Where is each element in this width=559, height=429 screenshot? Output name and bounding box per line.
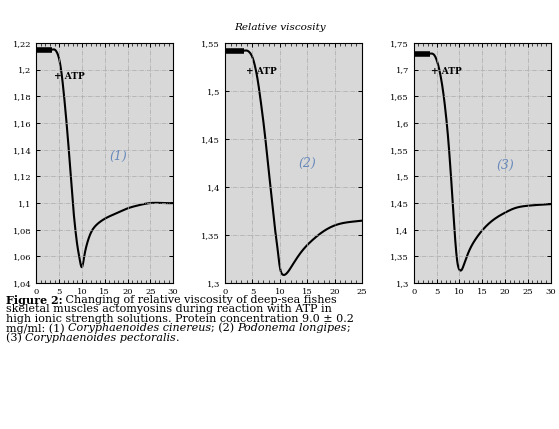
Text: (1): (1) (110, 150, 127, 163)
Text: Changing of relative viscosity of deep-sea fishes: Changing of relative viscosity of deep-s… (62, 295, 337, 305)
Text: Figure 2:: Figure 2: (6, 295, 62, 305)
Text: + ATP: + ATP (246, 67, 277, 76)
Text: high ionic strength solutions. Protein concentration 9.0 ± 0.2: high ionic strength solutions. Protein c… (6, 314, 353, 324)
Text: + ATP: + ATP (54, 72, 84, 81)
Text: ; (2): ; (2) (211, 323, 238, 334)
Text: (3): (3) (496, 159, 514, 172)
Text: + ATP: + ATP (431, 67, 462, 76)
Text: Coryphaenoides cinereus: Coryphaenoides cinereus (68, 323, 211, 333)
Text: mg/ml: (1): mg/ml: (1) (6, 323, 68, 334)
Text: (3): (3) (6, 333, 25, 343)
Text: Podonema longipes: Podonema longipes (238, 323, 347, 333)
Text: ;: ; (347, 323, 350, 333)
Text: Relative viscosity: Relative viscosity (234, 23, 325, 32)
Text: .: . (176, 333, 179, 343)
Text: Coryphaenoides pectoralis: Coryphaenoides pectoralis (25, 333, 176, 343)
Text: (2): (2) (299, 157, 316, 169)
Text: skeletal muscles actomyosins during reaction with ATP in: skeletal muscles actomyosins during reac… (6, 304, 331, 314)
